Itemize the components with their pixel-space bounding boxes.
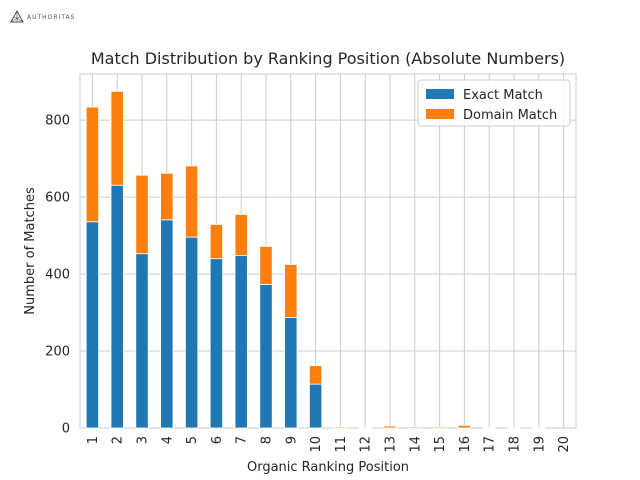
bar-domain-match — [234, 214, 248, 257]
y-tick-label: 400 — [45, 268, 70, 283]
logo: AUTHORITAS — [10, 9, 75, 25]
x-tick-label: 1 — [86, 436, 101, 444]
bar-domain-match — [135, 174, 149, 255]
legend-swatch — [426, 109, 454, 119]
x-tick-label: 20 — [557, 436, 572, 453]
x-tick-label: 13 — [384, 436, 399, 453]
y-tick-label: 200 — [45, 345, 70, 360]
legend-swatch — [426, 89, 454, 99]
x-tick-label: 17 — [483, 436, 498, 453]
bar-domain-match — [160, 172, 174, 221]
bar-exact-match — [259, 284, 273, 429]
x-tick-label: 19 — [532, 436, 547, 453]
legend-label: Domain Match — [463, 108, 557, 123]
x-axis-ticks: 1 2 3 4 5 6 7 8 9 10 11 12 13 14 15 16 17 18 19 20 — [86, 436, 572, 453]
y-tick-label: 600 — [45, 191, 70, 206]
x-tick-label: 16 — [458, 436, 473, 453]
bar-domain-match — [308, 365, 323, 385]
bar-domain-match — [284, 264, 298, 318]
x-tick-label: 5 — [185, 436, 200, 444]
bars — [85, 90, 546, 429]
logo-text: AUTHORITAS — [27, 13, 76, 21]
plot-area — [79, 73, 577, 429]
bar-domain-match — [383, 425, 397, 429]
legend-box — [417, 79, 571, 127]
x-tick-label: 8 — [260, 436, 275, 444]
bar-exact-match — [85, 221, 99, 429]
legend: Exact Match Domain Match — [417, 79, 571, 127]
bar-exact-match — [308, 383, 323, 429]
x-tick-label: 11 — [334, 436, 349, 453]
x-tick-label: 14 — [408, 436, 423, 453]
authoritas-logo-icon — [10, 10, 24, 23]
legend-label: Exact Match — [463, 88, 543, 103]
x-tick-label: 18 — [508, 436, 523, 453]
x-tick-label: 9 — [284, 436, 299, 444]
bar-domain-match — [457, 424, 472, 429]
bar-domain-match — [259, 245, 273, 285]
x-tick-label: 7 — [235, 436, 250, 444]
bar-domain-match — [432, 426, 447, 429]
bar-domain-match — [85, 106, 99, 223]
bar-exact-match — [284, 317, 298, 429]
bar-exact-match — [160, 219, 174, 429]
bar-domain-match — [209, 224, 223, 260]
x-tick-label: 12 — [359, 436, 374, 453]
bar-exact-match — [234, 255, 248, 429]
x-tick-label: 6 — [210, 436, 225, 444]
bar-domain-match — [184, 165, 199, 238]
x-axis-label: Organic Ranking Position — [247, 460, 409, 475]
bar-exact-match — [184, 236, 199, 429]
x-tick-label: 2 — [111, 436, 126, 444]
y-axis-label: Number of Matches — [23, 187, 38, 315]
bar-domain-match — [333, 426, 348, 429]
bar-domain-match — [408, 426, 422, 429]
bar-exact-match — [110, 184, 124, 429]
x-tick-label: 15 — [433, 436, 448, 453]
y-axis-ticks: 0 200 400 600 800 — [45, 114, 70, 437]
bar-exact-match — [135, 253, 149, 429]
bar-exact-match — [209, 258, 223, 429]
chart-title: Match Distribution by Ranking Position (… — [91, 49, 565, 68]
y-tick-label: 800 — [45, 114, 70, 129]
x-tick-label: 4 — [160, 436, 175, 444]
bar-domain-match — [110, 90, 124, 186]
y-tick-label: 0 — [62, 422, 70, 437]
x-tick-label: 10 — [309, 436, 324, 453]
x-tick-label: 3 — [136, 436, 151, 444]
